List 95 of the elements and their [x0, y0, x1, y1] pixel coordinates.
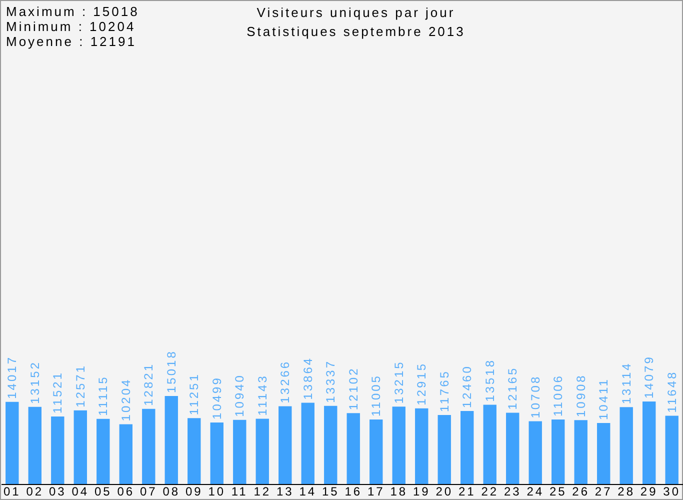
- x-tick-label: 14: [299, 484, 317, 498]
- x-tick-label: 18: [390, 484, 408, 498]
- x-tick-label: 23: [504, 484, 522, 498]
- data-label: 11648: [664, 370, 679, 413]
- x-tick-label: 21: [458, 484, 476, 498]
- bar: [460, 410, 474, 484]
- data-label: 13215: [392, 360, 406, 404]
- data-label: 10940: [232, 374, 247, 417]
- bar: [96, 418, 110, 484]
- data-label: 14079: [642, 355, 656, 398]
- x-tick-label: 08: [162, 484, 180, 498]
- data-label: 14017: [5, 355, 20, 399]
- chart-subtitle: Statistiques septembre 2013: [246, 23, 466, 40]
- x-tick-label: 30: [663, 484, 681, 498]
- data-label: 13518: [482, 358, 497, 402]
- bar: [528, 421, 542, 484]
- bar: [620, 407, 633, 484]
- data-label: 11005: [369, 374, 384, 417]
- data-label: 11251: [187, 372, 202, 416]
- x-tick-label: 16: [344, 484, 362, 498]
- x-tick-label: 07: [140, 484, 158, 498]
- data-label: 11115: [96, 375, 110, 416]
- bar: [188, 418, 201, 484]
- x-tick-label: 15: [322, 484, 340, 498]
- bar: [210, 422, 224, 484]
- data-label: 12102: [346, 366, 360, 410]
- x-tick-label: 19: [412, 484, 430, 498]
- bar: [233, 420, 246, 484]
- bar: [483, 404, 496, 484]
- bar: [74, 410, 87, 484]
- x-tick-label: 25: [549, 484, 567, 498]
- bar: [665, 416, 678, 484]
- bar: [597, 422, 610, 484]
- x-tick-label: 24: [526, 484, 544, 498]
- x-tick-label: 12: [254, 484, 272, 498]
- bar: [574, 420, 588, 484]
- x-tick-label: 10: [208, 484, 226, 498]
- bar: [164, 396, 178, 484]
- x-tick-label: 22: [481, 484, 499, 498]
- x-tick-label: 06: [117, 484, 135, 498]
- x-tick-label: 28: [618, 484, 636, 498]
- data-label: 11006: [551, 374, 566, 417]
- x-tick-label: 05: [94, 484, 112, 498]
- x-tick-label: 03: [48, 484, 66, 498]
- data-label: 10411: [596, 378, 611, 420]
- bar: [51, 416, 64, 484]
- bar: [28, 406, 42, 484]
- x-tick-label: 29: [640, 484, 658, 498]
- x-tick-label: 27: [594, 484, 612, 498]
- data-label: 13152: [28, 360, 42, 404]
- chart-title: Visiteurs uniques par jour: [256, 4, 456, 21]
- data-label: 11521: [50, 371, 65, 414]
- data-label: 10499: [210, 376, 224, 420]
- bar: [392, 406, 406, 484]
- x-tick-label: 04: [72, 484, 90, 498]
- text: Maximum : 15018: [6, 4, 140, 19]
- data-label: 11765: [437, 370, 452, 412]
- bar: [346, 413, 360, 484]
- x-tick-label: 17: [367, 484, 385, 498]
- data-label: 13114: [619, 362, 634, 404]
- data-label: 12165: [506, 366, 520, 410]
- x-tick-label: 09: [185, 484, 203, 498]
- bar: [301, 402, 314, 484]
- bar: [278, 406, 292, 484]
- data-label: 12571: [73, 364, 88, 408]
- bar: [142, 408, 156, 484]
- bar: [415, 408, 428, 484]
- bar: [256, 418, 269, 484]
- text: Minimum : 10204: [6, 19, 137, 34]
- x-tick-label: 01: [3, 484, 21, 498]
- bar: [642, 402, 656, 484]
- data-label: 10204: [118, 378, 133, 422]
- x-tick-label: 02: [26, 484, 44, 498]
- x-tick-label: 20: [436, 484, 454, 498]
- data-label: 13337: [324, 359, 338, 403]
- bar: [438, 415, 451, 484]
- bar: [119, 424, 132, 484]
- data-label: 12915: [414, 362, 429, 406]
- data-label: 10908: [574, 374, 588, 418]
- data-label: 15018: [164, 350, 178, 393]
- data-label: 10708: [528, 374, 542, 418]
- x-tick-label: 11: [231, 484, 248, 498]
- bar: [506, 412, 520, 484]
- x-tick-label: 13: [276, 484, 294, 498]
- data-label: 11143: [255, 374, 270, 416]
- x-tick-label: 26: [572, 484, 590, 498]
- bar: [370, 420, 383, 484]
- text: Moyenne : 12191: [6, 34, 138, 49]
- data-label: 12821: [142, 362, 156, 406]
- data-label: 12460: [460, 364, 474, 408]
- bar: [324, 406, 338, 484]
- bar: [552, 420, 565, 484]
- data-label: 13266: [278, 360, 292, 404]
- bar: [6, 402, 19, 484]
- data-label: 13864: [300, 356, 315, 400]
